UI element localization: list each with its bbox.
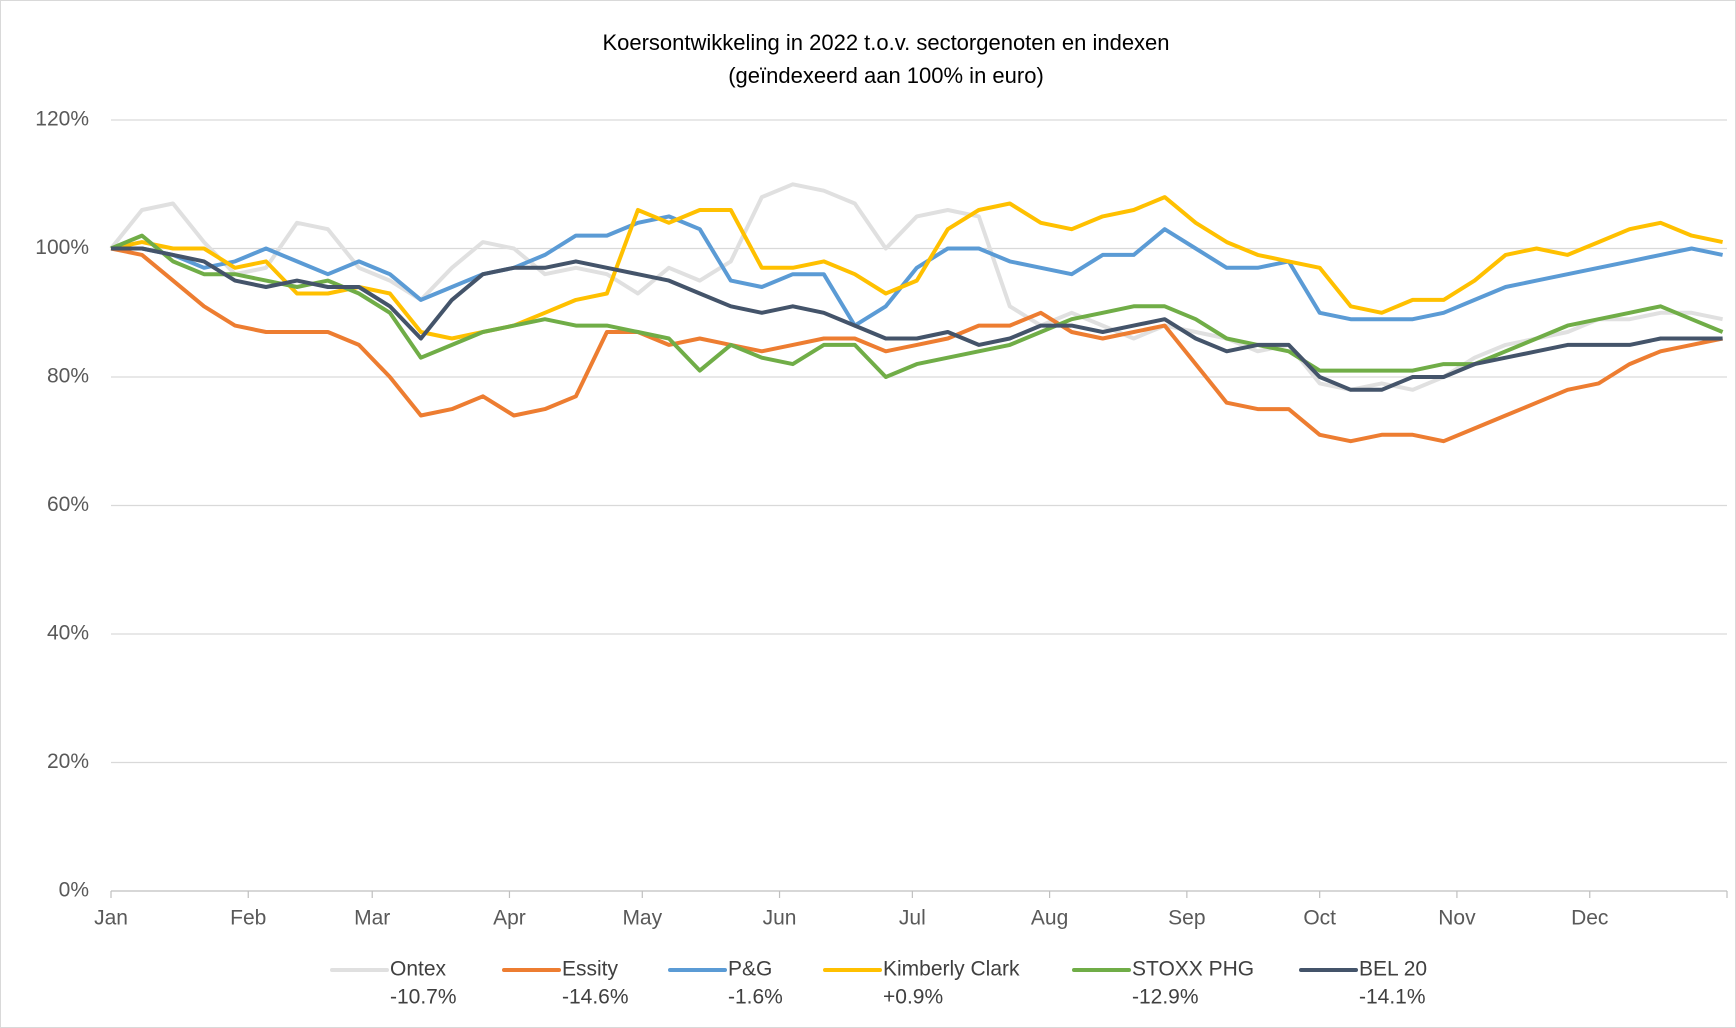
legend-label: P&G	[728, 958, 772, 981]
legend-change: +0.9%	[883, 986, 943, 1009]
x-tick-label: Mar	[354, 907, 390, 930]
legend-change: -14.6%	[562, 986, 629, 1009]
x-tick-label: Jun	[763, 907, 797, 930]
series-line	[110, 246, 1724, 444]
y-tick-label: 100%	[35, 236, 89, 259]
legend-change: -12.9%	[1132, 986, 1199, 1009]
legend-label: Ontex	[390, 958, 447, 981]
y-tick-label: 20%	[47, 750, 89, 773]
y-tick-label: 60%	[47, 493, 89, 516]
legend-change: -1.6%	[728, 986, 783, 1009]
legend-change: -10.7%	[390, 986, 457, 1009]
legend-label: Essity	[562, 958, 619, 981]
series-line	[111, 214, 1724, 328]
y-tick-label: 40%	[47, 622, 89, 645]
x-tick-label: Jan	[94, 907, 128, 930]
y-tick-label: 80%	[47, 365, 89, 388]
x-tick-label: Oct	[1303, 907, 1336, 930]
x-tick-label: Sep	[1168, 907, 1205, 930]
x-tick-label: Apr	[493, 907, 526, 930]
legend-label: STOXX PHG	[1132, 958, 1254, 981]
x-tick-label: May	[622, 907, 662, 930]
x-tick-label: Aug	[1031, 907, 1068, 930]
x-tick-label: Nov	[1438, 907, 1476, 930]
x-tick-label: Feb	[230, 907, 266, 930]
series-line	[111, 246, 1723, 392]
legend-label: Kimberly Clark	[883, 958, 1020, 981]
x-tick-label: Dec	[1571, 907, 1608, 930]
chart-subtitle: (geïndexeerd aan 100% in euro)	[728, 63, 1044, 88]
y-tick-label: 0%	[59, 879, 89, 902]
chart-title: Koersontwikkeling in 2022 t.o.v. sectorg…	[602, 30, 1169, 55]
y-tick-label: 120%	[35, 108, 89, 131]
series-line	[110, 195, 1724, 341]
x-tick-label: Jul	[899, 907, 926, 930]
legend-change: -14.1%	[1359, 986, 1426, 1009]
legend-label: BEL 20	[1359, 958, 1427, 981]
series-line	[110, 233, 1724, 379]
